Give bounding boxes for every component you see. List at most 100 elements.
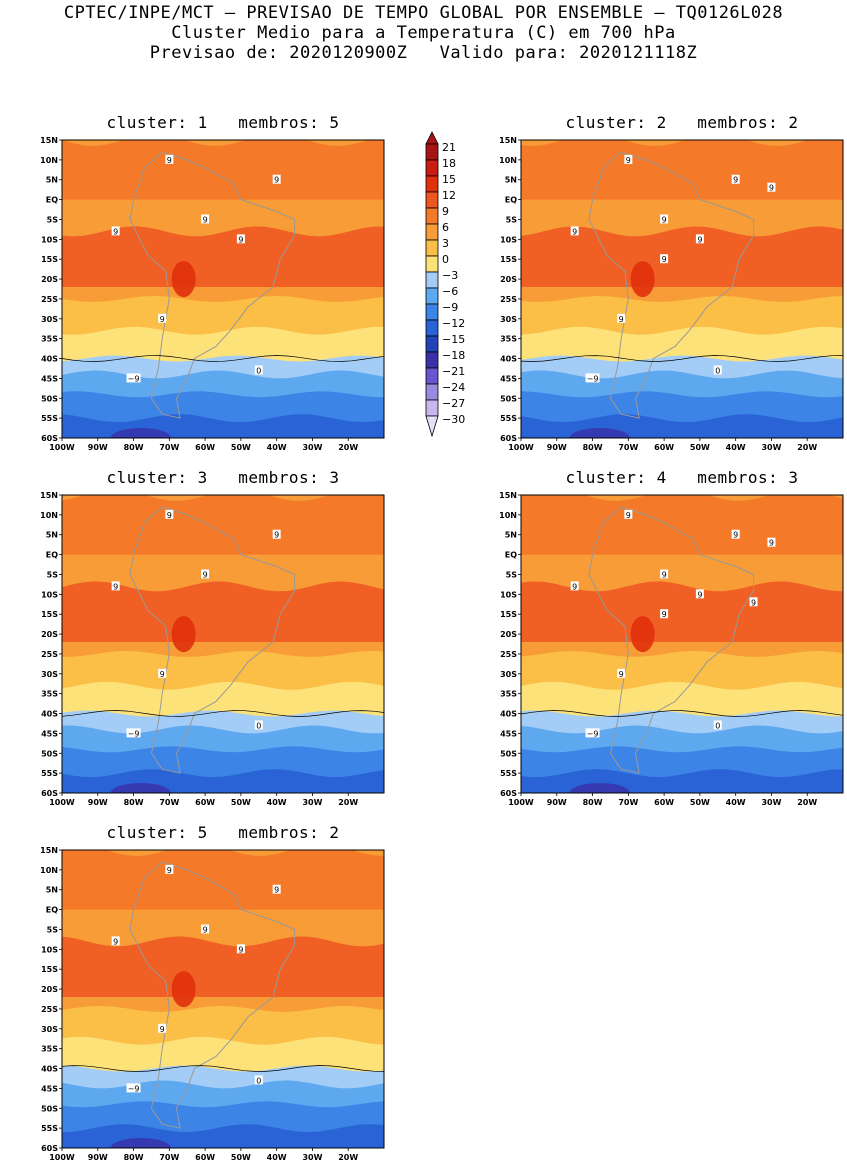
figure-subtitle: Cluster Medio para a Temperatura (C) em … <box>171 23 676 43</box>
colorbar-swatch <box>425 159 439 177</box>
lat-tick-label: 45S <box>41 374 58 383</box>
contour-label-box <box>617 668 626 678</box>
contour-label-box <box>660 254 669 264</box>
warm-band <box>62 495 384 555</box>
contour-label: 9 <box>572 582 577 591</box>
cold-core <box>569 428 630 438</box>
contour-label-box <box>201 924 210 934</box>
lat-tick-label: 5N <box>505 531 517 540</box>
lon-tick-label: 20W <box>797 798 817 807</box>
lat-tick-label: 20S <box>41 630 58 639</box>
lat-tick-label: 50S <box>500 394 517 403</box>
contour-label: 9 <box>274 176 279 185</box>
map-frame <box>61 139 385 439</box>
contour-label-box <box>713 365 722 375</box>
lon-tick-label: 30W <box>302 1153 322 1162</box>
colorbar-swatch <box>425 319 439 337</box>
contour-label: 9 <box>238 235 243 244</box>
lat-tick-label: 5N <box>46 176 58 185</box>
contour-label: 9 <box>160 1025 165 1034</box>
warm-band <box>521 581 843 642</box>
warm-band <box>62 140 384 200</box>
lat-tick-label: 20S <box>41 985 58 994</box>
lat-tick-label: 10S <box>500 235 517 244</box>
warm-band <box>62 936 384 997</box>
contour-label-box <box>254 1075 263 1085</box>
contour-label-box <box>585 728 600 738</box>
lon-tick-label: 80W <box>124 1153 144 1162</box>
contour-label-box <box>585 373 600 383</box>
lon-tick-label: 60W <box>195 798 215 807</box>
contour-label-box <box>660 214 669 224</box>
lat-tick-label: 60S <box>41 434 58 443</box>
colorbar-label: −15 <box>442 333 465 346</box>
lat-tick-label: 5S <box>47 925 59 934</box>
contour-label: 9 <box>662 215 667 224</box>
contour-label: 9 <box>167 511 172 520</box>
colorbar-swatch <box>425 191 439 209</box>
colorbar-svg: 21 18 15 12 9 6 3 0 −3 −6 −9 −12 −15 −18 −21 −24 −27 −30 <box>425 131 465 438</box>
colorbar-swatch <box>425 399 439 417</box>
contour-label-box <box>731 174 740 184</box>
contour-label-box <box>272 884 281 894</box>
colorbar: 21 18 15 12 9 6 3 0 −3 −6 −9 −12 −15 −18 −21 −24 −27 −30 <box>420 131 470 444</box>
zero-isotherm <box>62 710 384 717</box>
lat-tick-label: EQ <box>46 551 58 560</box>
lat-tick-label: 30S <box>500 315 517 324</box>
contour-label-box <box>165 154 174 164</box>
colorbar-label: −3 <box>442 269 458 282</box>
lon-tick-label: 40W <box>726 798 746 807</box>
contour-label: 9 <box>572 227 577 236</box>
lat-tick-label: 40S <box>500 355 517 364</box>
colorbar-label: −6 <box>442 285 458 298</box>
colorbar-swatch <box>425 239 439 257</box>
contour-label: −9 <box>128 1084 140 1093</box>
contour-label: 0 <box>256 366 261 375</box>
colorbar-label: 15 <box>442 173 456 186</box>
map-panel-2: 15N 10N 5N EQ 5S 10S 15S 20S 25S 30S 35S 40S 45S 50S 5… <box>491 135 847 455</box>
colorbar-label: 3 <box>442 237 449 250</box>
contour-label: 9 <box>662 610 667 619</box>
warm-core <box>630 616 655 653</box>
lon-tick-label: 20W <box>797 443 817 452</box>
lat-tick-label: 15N <box>40 846 58 855</box>
contour-label: 9 <box>619 315 624 324</box>
lon-tick-label: 20W <box>338 1153 358 1162</box>
lon-tick-label: 40W <box>267 443 287 452</box>
contour-label-box <box>617 313 626 323</box>
lat-tick-label: 55S <box>500 414 517 423</box>
colorbar-swatch <box>425 303 439 321</box>
colorbar-top-arrow <box>425 131 439 145</box>
lon-tick-label: 60W <box>195 443 215 452</box>
lat-tick-label: 15N <box>40 491 58 500</box>
map-fill <box>62 140 384 438</box>
coastline <box>129 151 296 419</box>
warm-band <box>62 581 384 642</box>
lat-tick-label: 10N <box>40 156 58 165</box>
contour-label-box <box>111 581 120 591</box>
map-panel-3: 15N 10N 5N EQ 5S 10S 15S 20S 25S 30S 35S 40S 45S 50S 5… <box>32 490 392 810</box>
lat-tick-label: 45S <box>500 729 517 738</box>
map-fill <box>521 495 843 793</box>
lat-tick-label: 35S <box>41 1045 58 1054</box>
lon-tick-label: 50W <box>231 798 251 807</box>
lat-tick-label: 10N <box>40 866 58 875</box>
lat-tick-label: 15N <box>499 491 517 500</box>
coastline <box>129 506 296 774</box>
contour-label: 9 <box>167 156 172 165</box>
contour-label: 9 <box>626 156 631 165</box>
lat-tick-label: 10S <box>41 945 58 954</box>
map-frame <box>61 494 385 794</box>
contour-label-box <box>201 214 210 224</box>
contour-label: 0 <box>256 721 261 730</box>
lat-tick-label: EQ <box>46 906 58 915</box>
map-fill <box>62 495 384 793</box>
colorbar-label: 0 <box>442 253 449 266</box>
lat-tick-label: 10N <box>40 511 58 520</box>
contour-label-box <box>660 609 669 619</box>
lat-tick-label: 25S <box>41 295 58 304</box>
temperature-map-5: 15N 10N 5N EQ 5S 10S 15S 20S 25S 30S 35S 40S 45S 50S 5… <box>40 846 385 1162</box>
lat-tick-label: 45S <box>41 729 58 738</box>
lat-tick-label: 15S <box>500 610 517 619</box>
map-panel-1: 15N 10N 5N EQ 5S 10S 15S 20S 25S 30S 35S 40S 45S 50S 5… <box>32 135 392 455</box>
